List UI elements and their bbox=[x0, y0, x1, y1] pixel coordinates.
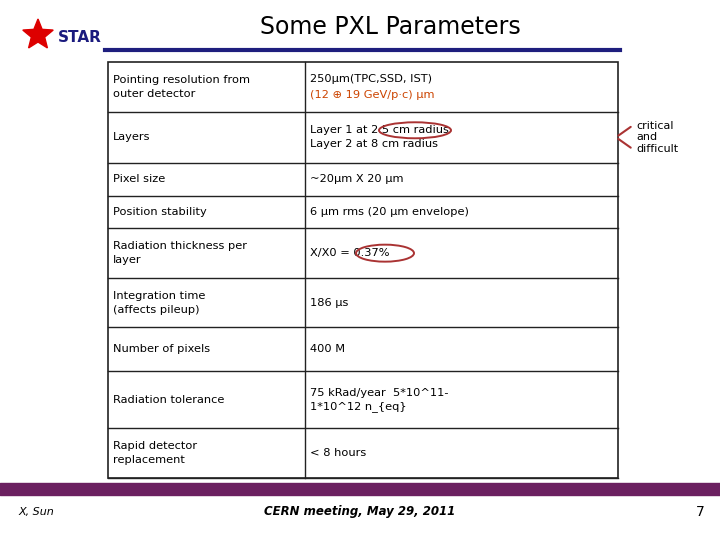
Text: X, Sun: X, Sun bbox=[18, 507, 54, 517]
Text: Pixel size: Pixel size bbox=[113, 174, 166, 184]
Text: 400 M: 400 M bbox=[310, 344, 345, 354]
Text: Radiation thickness per: Radiation thickness per bbox=[113, 241, 247, 251]
Text: 250μm(TPC,SSD, IST): 250μm(TPC,SSD, IST) bbox=[310, 74, 432, 84]
Text: Rapid detector: Rapid detector bbox=[113, 441, 197, 451]
Text: replacement: replacement bbox=[113, 455, 185, 465]
Text: Number of pixels: Number of pixels bbox=[113, 344, 210, 354]
Text: layer: layer bbox=[113, 255, 142, 265]
Text: (affects pileup): (affects pileup) bbox=[113, 305, 199, 315]
Text: 75 kRad/year  5*10^11-: 75 kRad/year 5*10^11- bbox=[310, 388, 449, 398]
Text: STAR: STAR bbox=[58, 30, 102, 44]
Text: Radiation tolerance: Radiation tolerance bbox=[113, 395, 225, 405]
Text: X/X0 = 0.37%: X/X0 = 0.37% bbox=[310, 248, 390, 258]
Text: Layer 2 at 8 cm radius: Layer 2 at 8 cm radius bbox=[310, 139, 438, 149]
Text: 186 μs: 186 μs bbox=[310, 298, 348, 308]
Text: outer detector: outer detector bbox=[113, 89, 195, 99]
Text: Some PXL Parameters: Some PXL Parameters bbox=[260, 15, 521, 39]
Text: Layer 1 at 2.5 cm radius: Layer 1 at 2.5 cm radius bbox=[310, 125, 449, 136]
Text: (12 ⊕ 19 GeV/p·c) μm: (12 ⊕ 19 GeV/p·c) μm bbox=[310, 90, 434, 100]
Polygon shape bbox=[23, 19, 53, 48]
Text: 7: 7 bbox=[696, 505, 705, 519]
Bar bbox=[108, 62, 618, 478]
Text: Position stability: Position stability bbox=[113, 207, 207, 217]
Text: < 8 hours: < 8 hours bbox=[310, 448, 366, 458]
Text: critical
and
difficult: critical and difficult bbox=[636, 120, 678, 154]
Text: Layers: Layers bbox=[113, 132, 150, 142]
Text: Pointing resolution from: Pointing resolution from bbox=[113, 75, 250, 85]
Text: Integration time: Integration time bbox=[113, 291, 205, 301]
Text: CERN meeting, May 29, 2011: CERN meeting, May 29, 2011 bbox=[264, 505, 456, 518]
Text: 6 μm rms (20 μm envelope): 6 μm rms (20 μm envelope) bbox=[310, 207, 469, 217]
Text: 1*10^12 n_{eq}: 1*10^12 n_{eq} bbox=[310, 401, 407, 412]
Text: ~20μm X 20 μm: ~20μm X 20 μm bbox=[310, 174, 403, 184]
